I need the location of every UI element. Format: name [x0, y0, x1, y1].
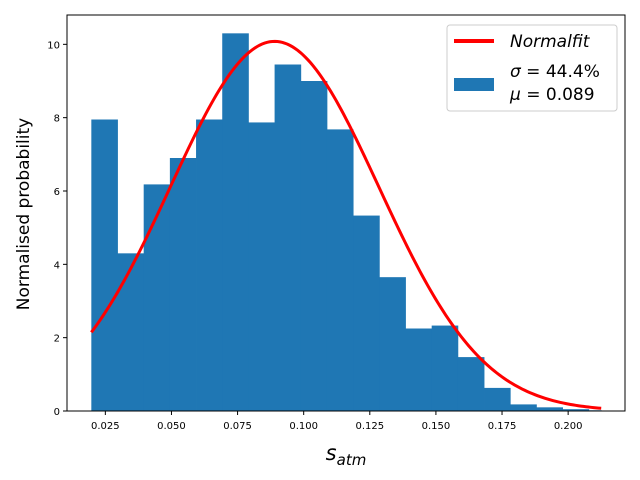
y-tick-label: 6 — [54, 187, 60, 198]
y-tick-label: 4 — [54, 260, 60, 271]
x-tick-label: 0.100 — [289, 421, 318, 432]
legend-fit-label: Normalfit — [510, 32, 591, 52]
histogram-bar — [196, 119, 223, 411]
y-tick-label: 8 — [54, 114, 60, 125]
x-tick-label: 0.125 — [355, 421, 384, 432]
x-tick-label: 0.075 — [223, 421, 252, 432]
legend-mu-symbol: μ — [509, 85, 521, 105]
legend-mu-equals: = — [521, 85, 546, 105]
legend-histogram-swatch — [454, 78, 494, 91]
histogram-bar — [274, 64, 302, 411]
x-tick-label: 0.025 — [91, 421, 120, 432]
histogram-bar — [169, 158, 197, 411]
legend-sigma-value: 44.4% — [546, 62, 600, 82]
y-axis: 0 2 4 6 8 10 — [47, 40, 67, 418]
normal-fit-curve — [90, 39, 602, 410]
y-tick-label: 0 — [54, 407, 60, 418]
legend-sigma-symbol: σ — [510, 62, 522, 82]
histogram-bar — [484, 387, 511, 411]
histogram-bar — [405, 328, 433, 411]
legend: Normalfit σ = 44.4% μ = 0.089 — [446, 24, 618, 112]
legend-mu-value: 0.089 — [546, 85, 595, 105]
y-axis-title: Normalised probability — [14, 118, 34, 310]
x-tick-label: 0.175 — [488, 421, 517, 432]
x-tick-label: 0.200 — [554, 421, 583, 432]
histogram-bar — [91, 119, 118, 411]
histogram-bar — [562, 409, 590, 411]
x-tick-label: 0.050 — [157, 421, 186, 432]
histogram-bar — [222, 33, 249, 411]
histogram-bar — [457, 357, 485, 411]
x-axis-title-base: s — [326, 441, 337, 465]
histogram-bar — [536, 407, 563, 411]
histogram-bar — [510, 404, 537, 411]
histogram-bar — [353, 215, 380, 411]
legend-sigma-equals: = — [521, 62, 546, 82]
plot-frame — [66, 14, 626, 412]
histogram-bar — [143, 184, 171, 411]
legend-sigma-line: σ = 44.4% — [510, 62, 600, 82]
histogram-bar — [248, 122, 275, 411]
x-axis: 0.025 0.050 0.075 0.100 0.125 0.150 0.175 0.200 — [91, 411, 582, 432]
histogram-bar — [300, 81, 328, 411]
histogram-bar — [431, 325, 459, 411]
y-tick-label: 10 — [47, 40, 60, 51]
histogram-bar — [117, 253, 145, 411]
legend-mu-line: μ = 0.089 — [509, 85, 595, 105]
x-axis-title: satm — [326, 441, 367, 469]
histogram-bar — [326, 129, 354, 411]
histogram-bar — [379, 277, 406, 411]
histogram-bars — [91, 33, 602, 411]
y-tick-label: 2 — [54, 334, 60, 345]
x-axis-title-subscript: atm — [337, 451, 367, 469]
x-tick-label: 0.150 — [422, 421, 451, 432]
